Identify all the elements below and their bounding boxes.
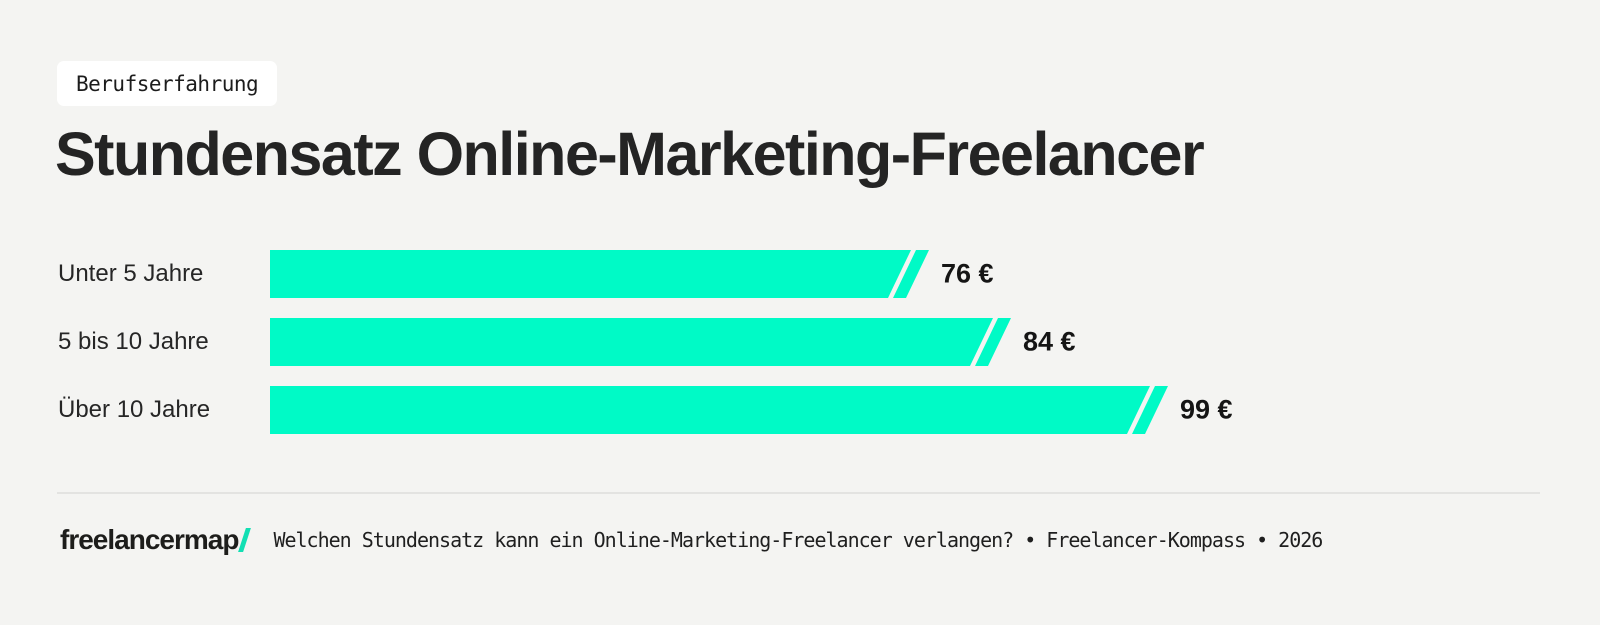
category-badge-label: Berufserfahrung bbox=[76, 71, 259, 96]
bar bbox=[270, 318, 993, 366]
value-label: 84 € bbox=[1023, 326, 1076, 357]
divider bbox=[57, 492, 1540, 494]
bar-track: 84 € bbox=[270, 318, 1600, 366]
logo-text: freelancermap bbox=[60, 524, 239, 555]
page-title: Stundensatz Online-Marketing-Freelancer bbox=[55, 120, 1205, 188]
bar-chart: Unter 5 Jahre 76 € 5 bis 10 Jahre 84 € Ü… bbox=[0, 250, 1600, 454]
chart-row: Über 10 Jahre 99 € bbox=[0, 386, 1600, 434]
value-label: 99 € bbox=[1180, 394, 1233, 425]
bar bbox=[270, 250, 911, 298]
logo-slash-icon bbox=[238, 528, 252, 552]
value-label: 76 € bbox=[941, 258, 994, 289]
category-badge: Berufserfahrung bbox=[57, 61, 278, 106]
category-label: 5 bis 10 Jahre bbox=[58, 328, 209, 355]
category-label: Über 10 Jahre bbox=[58, 396, 211, 423]
source-caption: Welchen Stundensatz kann ein Online-Mark… bbox=[273, 528, 1323, 552]
bar-track: 76 € bbox=[270, 250, 1600, 298]
category-label: Unter 5 Jahre bbox=[58, 260, 204, 287]
freelancermap-logo: freelancermap bbox=[60, 524, 252, 556]
bar bbox=[270, 386, 1150, 434]
chart-row: 5 bis 10 Jahre 84 € bbox=[0, 318, 1600, 366]
footer: freelancermap Welchen Stundensatz kann e… bbox=[60, 524, 1323, 556]
bar-track: 99 € bbox=[270, 386, 1600, 434]
chart-row: Unter 5 Jahre 76 € bbox=[0, 250, 1600, 298]
